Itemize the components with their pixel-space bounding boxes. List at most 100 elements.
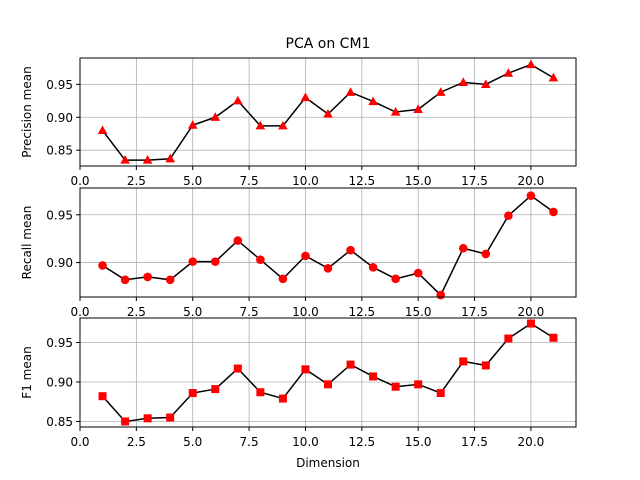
recall-circle-marker <box>120 275 130 285</box>
precision-triangle-marker <box>458 77 469 86</box>
f1-axes-frame <box>79 317 577 428</box>
recall-circle-marker <box>323 264 333 273</box>
precision-triangle-marker <box>165 153 175 163</box>
precision-triangle-marker <box>503 68 514 77</box>
recall-circle-marker <box>188 257 198 266</box>
recall-circle-marker <box>233 236 243 245</box>
f1-x-tick-label: 20.0 <box>518 435 545 449</box>
recall-circle-marker <box>368 263 378 272</box>
precision-triangle-marker <box>233 95 243 105</box>
f1-y-tick-label: 0.85 <box>46 415 73 429</box>
f1-series-line <box>101 322 554 423</box>
precision-triangle-marker <box>142 155 153 164</box>
f1-x-tick-label: 5.0 <box>183 435 202 449</box>
recall-circle-marker <box>436 290 446 300</box>
recall-x-tick-label: 20.0 <box>518 305 545 319</box>
recall-circle-marker <box>278 274 288 284</box>
recall-x-tick-label: 0.0 <box>70 305 89 319</box>
recall-x-tick-label: 17.5 <box>461 305 488 319</box>
f1-x-tick-label: 15.0 <box>405 435 432 449</box>
precision-x-tick-label: 2.5 <box>127 174 146 188</box>
x-axis-label: Dimension <box>296 456 360 470</box>
recall-x-tick-label: 10.0 <box>292 305 319 319</box>
recall-x-tick-label: 5.0 <box>183 305 202 319</box>
recall-circle-marker <box>210 257 220 266</box>
precision-axes-frame <box>79 57 577 167</box>
f1-square-marker <box>278 394 287 403</box>
recall-subplot: 0.90 0.95 0.0 2.5 5.0 7.5 10.0 12.5 15.0 17.5 20.0… <box>20 187 577 319</box>
recall-circle-marker <box>98 261 107 270</box>
f1-square-marker <box>233 364 242 373</box>
recall-circle-marker <box>256 255 265 265</box>
recall-circle-marker <box>143 272 152 282</box>
f1-subplot: 0.85 0.90 0.95 0.0 2.5 5.0 7.5 10.0 12.5 15.0 17.5… <box>20 317 577 449</box>
f1-square-marker <box>414 380 423 389</box>
f1-square-marker <box>459 357 468 366</box>
precision-triangle-marker <box>120 155 130 164</box>
precision-triangle-marker <box>97 125 108 135</box>
precision-triangle-marker <box>187 120 198 129</box>
f1-square-marker <box>526 319 535 328</box>
f1-square-marker <box>324 380 332 389</box>
precision-triangle-marker <box>413 104 423 113</box>
precision-x-tick-label: 15.0 <box>405 174 432 188</box>
precision-triangle-marker <box>345 87 356 96</box>
f1-x-tick-label: 2.5 <box>127 435 146 449</box>
f1-square-marker <box>504 334 513 343</box>
precision-x-tick-label: 12.5 <box>348 174 375 188</box>
precision-triangle-marker <box>368 96 378 106</box>
precision-triangle-marker <box>210 112 221 121</box>
recall-circle-marker <box>504 211 513 221</box>
recall-x-tick-label: 2.5 <box>127 305 146 319</box>
f1-square-marker <box>256 388 265 397</box>
recall-y-tick-label: 0.95 <box>46 208 73 222</box>
recall-y-axis-label: Recall mean <box>20 206 34 280</box>
f1-x-tick-label: 10.0 <box>292 435 319 449</box>
f1-square-marker <box>166 413 175 422</box>
precision-triangle-marker <box>278 120 288 130</box>
f1-y-tick-label: 0.95 <box>46 336 73 350</box>
precision-triangle-marker <box>323 108 333 118</box>
f1-y-tick-label: 0.90 <box>46 375 73 389</box>
f1-square-marker <box>188 389 197 398</box>
f1-square-marker <box>143 414 152 423</box>
precision-triangle-marker <box>435 87 446 96</box>
precision-triangle-marker <box>390 107 401 116</box>
f1-x-tick-label: 0.0 <box>70 435 89 449</box>
chart-title: PCA on CM1 <box>286 36 371 52</box>
f1-square-marker <box>346 360 355 369</box>
recall-circle-marker <box>391 274 400 284</box>
subplots: 0.85 0.90 0.95 0.0 2.5 5.0 7.5 10.0 12.5 15.0 17.5… <box>20 57 577 449</box>
precision-y-tick-label: 0.90 <box>46 111 73 125</box>
precision-x-tick-label: 20.0 <box>518 174 545 188</box>
precision-x-tick-label: 0.0 <box>70 174 89 188</box>
recall-circle-marker <box>301 251 310 261</box>
f1-square-marker <box>391 382 400 391</box>
recall-circle-marker <box>549 207 558 217</box>
f1-square-marker <box>549 333 558 342</box>
recall-circle-marker <box>413 268 423 278</box>
precision-triangle-marker <box>255 120 266 130</box>
recall-circle-marker <box>526 191 536 200</box>
recall-circle-marker <box>346 245 355 255</box>
recall-x-tick-label: 12.5 <box>348 305 375 319</box>
f1-x-tick-label: 17.5 <box>461 435 488 449</box>
precision-y-tick-label: 0.95 <box>46 78 73 92</box>
recall-circle-marker <box>481 249 491 259</box>
f1-square-marker <box>211 385 220 394</box>
precision-x-tick-label: 10.0 <box>292 174 319 188</box>
f1-square-marker <box>98 392 107 401</box>
precision-x-tick-label: 5.0 <box>183 174 202 188</box>
recall-axes-frame <box>79 187 577 298</box>
f1-x-tick-label: 12.5 <box>348 435 375 449</box>
f1-square-marker <box>369 372 378 381</box>
precision-triangle-marker <box>526 59 536 69</box>
recall-circle-marker <box>458 243 468 253</box>
precision-x-tick-label: 17.5 <box>461 174 488 188</box>
f1-square-marker <box>481 361 490 370</box>
f1-square-marker <box>301 365 310 374</box>
f1-x-tick-label: 7.5 <box>240 435 259 449</box>
recall-x-tick-label: 15.0 <box>405 305 432 319</box>
precision-triangle-marker <box>300 92 311 102</box>
